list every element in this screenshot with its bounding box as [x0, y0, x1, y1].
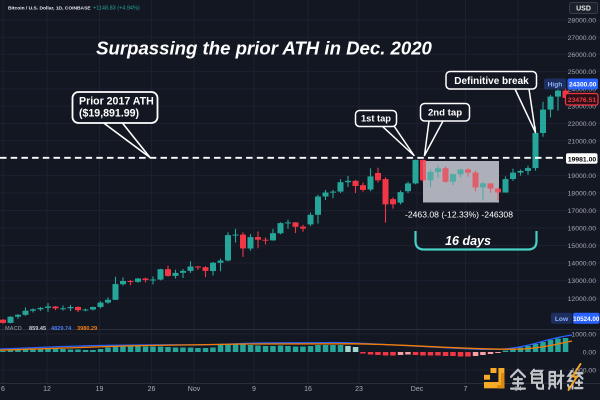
svg-text:26: 26	[148, 386, 156, 393]
svg-text:16000.00: 16000.00	[568, 226, 597, 233]
svg-text:3980.29: 3980.29	[77, 326, 97, 332]
svg-text:24300.00: 24300.00	[569, 82, 597, 89]
svg-text:859.45: 859.45	[29, 326, 46, 332]
svg-text:23000.00: 23000.00	[568, 104, 597, 111]
svg-text:Surpassing the prior ATH in De: Surpassing the prior ATH in Dec. 2020	[96, 38, 432, 59]
svg-text:23: 23	[355, 386, 363, 393]
svg-text:19: 19	[96, 386, 104, 393]
svg-text:Dec: Dec	[411, 386, 424, 393]
svg-text:+1148.83 (+4.94%): +1148.83 (+4.94%)	[93, 6, 140, 12]
svg-text:23476.51: 23476.51	[568, 97, 597, 104]
svg-text:High: High	[548, 82, 563, 89]
svg-text:26000.00: 26000.00	[568, 52, 597, 59]
svg-text:12000.00: 12000.00	[568, 296, 597, 303]
svg-text:USD: USD	[576, 6, 591, 13]
svg-text:14000.00: 14000.00	[568, 261, 597, 268]
svg-text:12: 12	[43, 386, 51, 393]
svg-text:2nd tap: 2nd tap	[428, 108, 462, 119]
svg-text:25000.00: 25000.00	[568, 69, 597, 76]
svg-text:16 days: 16 days	[445, 234, 491, 248]
svg-text:16: 16	[304, 386, 312, 393]
svg-text:1st tap: 1st tap	[361, 114, 391, 124]
svg-text:($19,891.99): ($19,891.99)	[79, 108, 139, 120]
svg-text:22000.00: 22000.00	[568, 121, 597, 128]
svg-text:Prior 2017 ATH: Prior 2017 ATH	[79, 96, 154, 108]
svg-text:19000.00: 19000.00	[568, 173, 597, 180]
svg-text:0.00: 0.00	[583, 350, 596, 357]
svg-text:9: 9	[252, 386, 256, 393]
svg-text:Definitive break: Definitive break	[454, 76, 529, 87]
svg-text:19981.00: 19981.00	[568, 156, 597, 163]
svg-text:6: 6	[1, 386, 5, 393]
svg-text:4829.74: 4829.74	[51, 326, 72, 332]
svg-text:17000.00: 17000.00	[568, 208, 597, 215]
svg-text:24000.00: 24000.00	[568, 87, 597, 94]
svg-text:MACD: MACD	[5, 326, 22, 332]
svg-text:Bitcoin / U.S. Dollar, 1D, COI: Bitcoin / U.S. Dollar, 1D, COINBASE	[8, 6, 91, 12]
svg-text:7: 7	[464, 386, 468, 393]
svg-text:13000.00: 13000.00	[568, 278, 597, 285]
svg-text:18000.00: 18000.00	[568, 191, 597, 198]
svg-text:28000.00: 28000.00	[568, 18, 597, 25]
svg-text:Nov: Nov	[188, 386, 201, 393]
svg-text:Low: Low	[555, 316, 569, 323]
svg-text:-2463.08 (-12.33%) -246308: -2463.08 (-12.33%) -246308	[405, 210, 513, 220]
svg-text:1000.00: 1000.00	[571, 332, 596, 339]
svg-text:10524.00: 10524.00	[573, 316, 600, 323]
svg-text:27000.00: 27000.00	[568, 35, 597, 42]
svg-text:21000.00: 21000.00	[568, 138, 597, 145]
svg-text:-1000.00: -1000.00	[569, 368, 596, 375]
svg-text:15000.00: 15000.00	[568, 243, 597, 250]
